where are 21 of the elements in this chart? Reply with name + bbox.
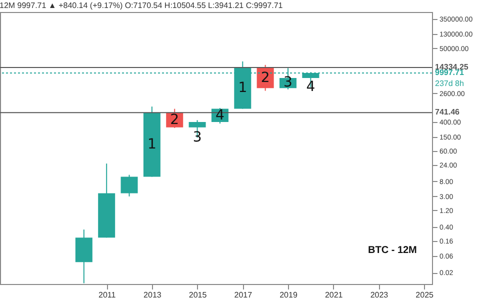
annotation: 2 bbox=[170, 112, 180, 128]
annotation: 4 bbox=[306, 79, 316, 96]
annotation: 1 bbox=[147, 136, 156, 153]
chart-title: 12M 9997.71 ▲ +840.14 (+9.17%) O:7170.54 H:10504.55 L:3941.21 C:9997.71 bbox=[0, 1, 284, 10]
annotation: 3 bbox=[192, 130, 202, 146]
annotation: BTC - 12M bbox=[368, 245, 417, 256]
x-tick-label: 2019 bbox=[280, 290, 298, 300]
annotation: 4 bbox=[216, 107, 225, 124]
x-tick-label: 2013 bbox=[144, 290, 162, 300]
annotation: 3 bbox=[284, 74, 292, 91]
x-tick-label: 2017 bbox=[234, 290, 253, 300]
x-tick-label: 2025 bbox=[416, 290, 434, 300]
x-tick-label: 2015 bbox=[188, 290, 208, 300]
x-tick-label: 2023 bbox=[370, 290, 389, 300]
candlestick bbox=[120, 174, 138, 197]
x-tick-label: 2021 bbox=[324, 290, 344, 300]
x-tick-label: 2011 bbox=[98, 290, 116, 300]
ref-line-label: 741.46 bbox=[435, 108, 460, 117]
annotation: 2 bbox=[260, 70, 270, 86]
text: 237d 8h bbox=[435, 78, 464, 88]
annotation: 1 bbox=[238, 80, 248, 96]
